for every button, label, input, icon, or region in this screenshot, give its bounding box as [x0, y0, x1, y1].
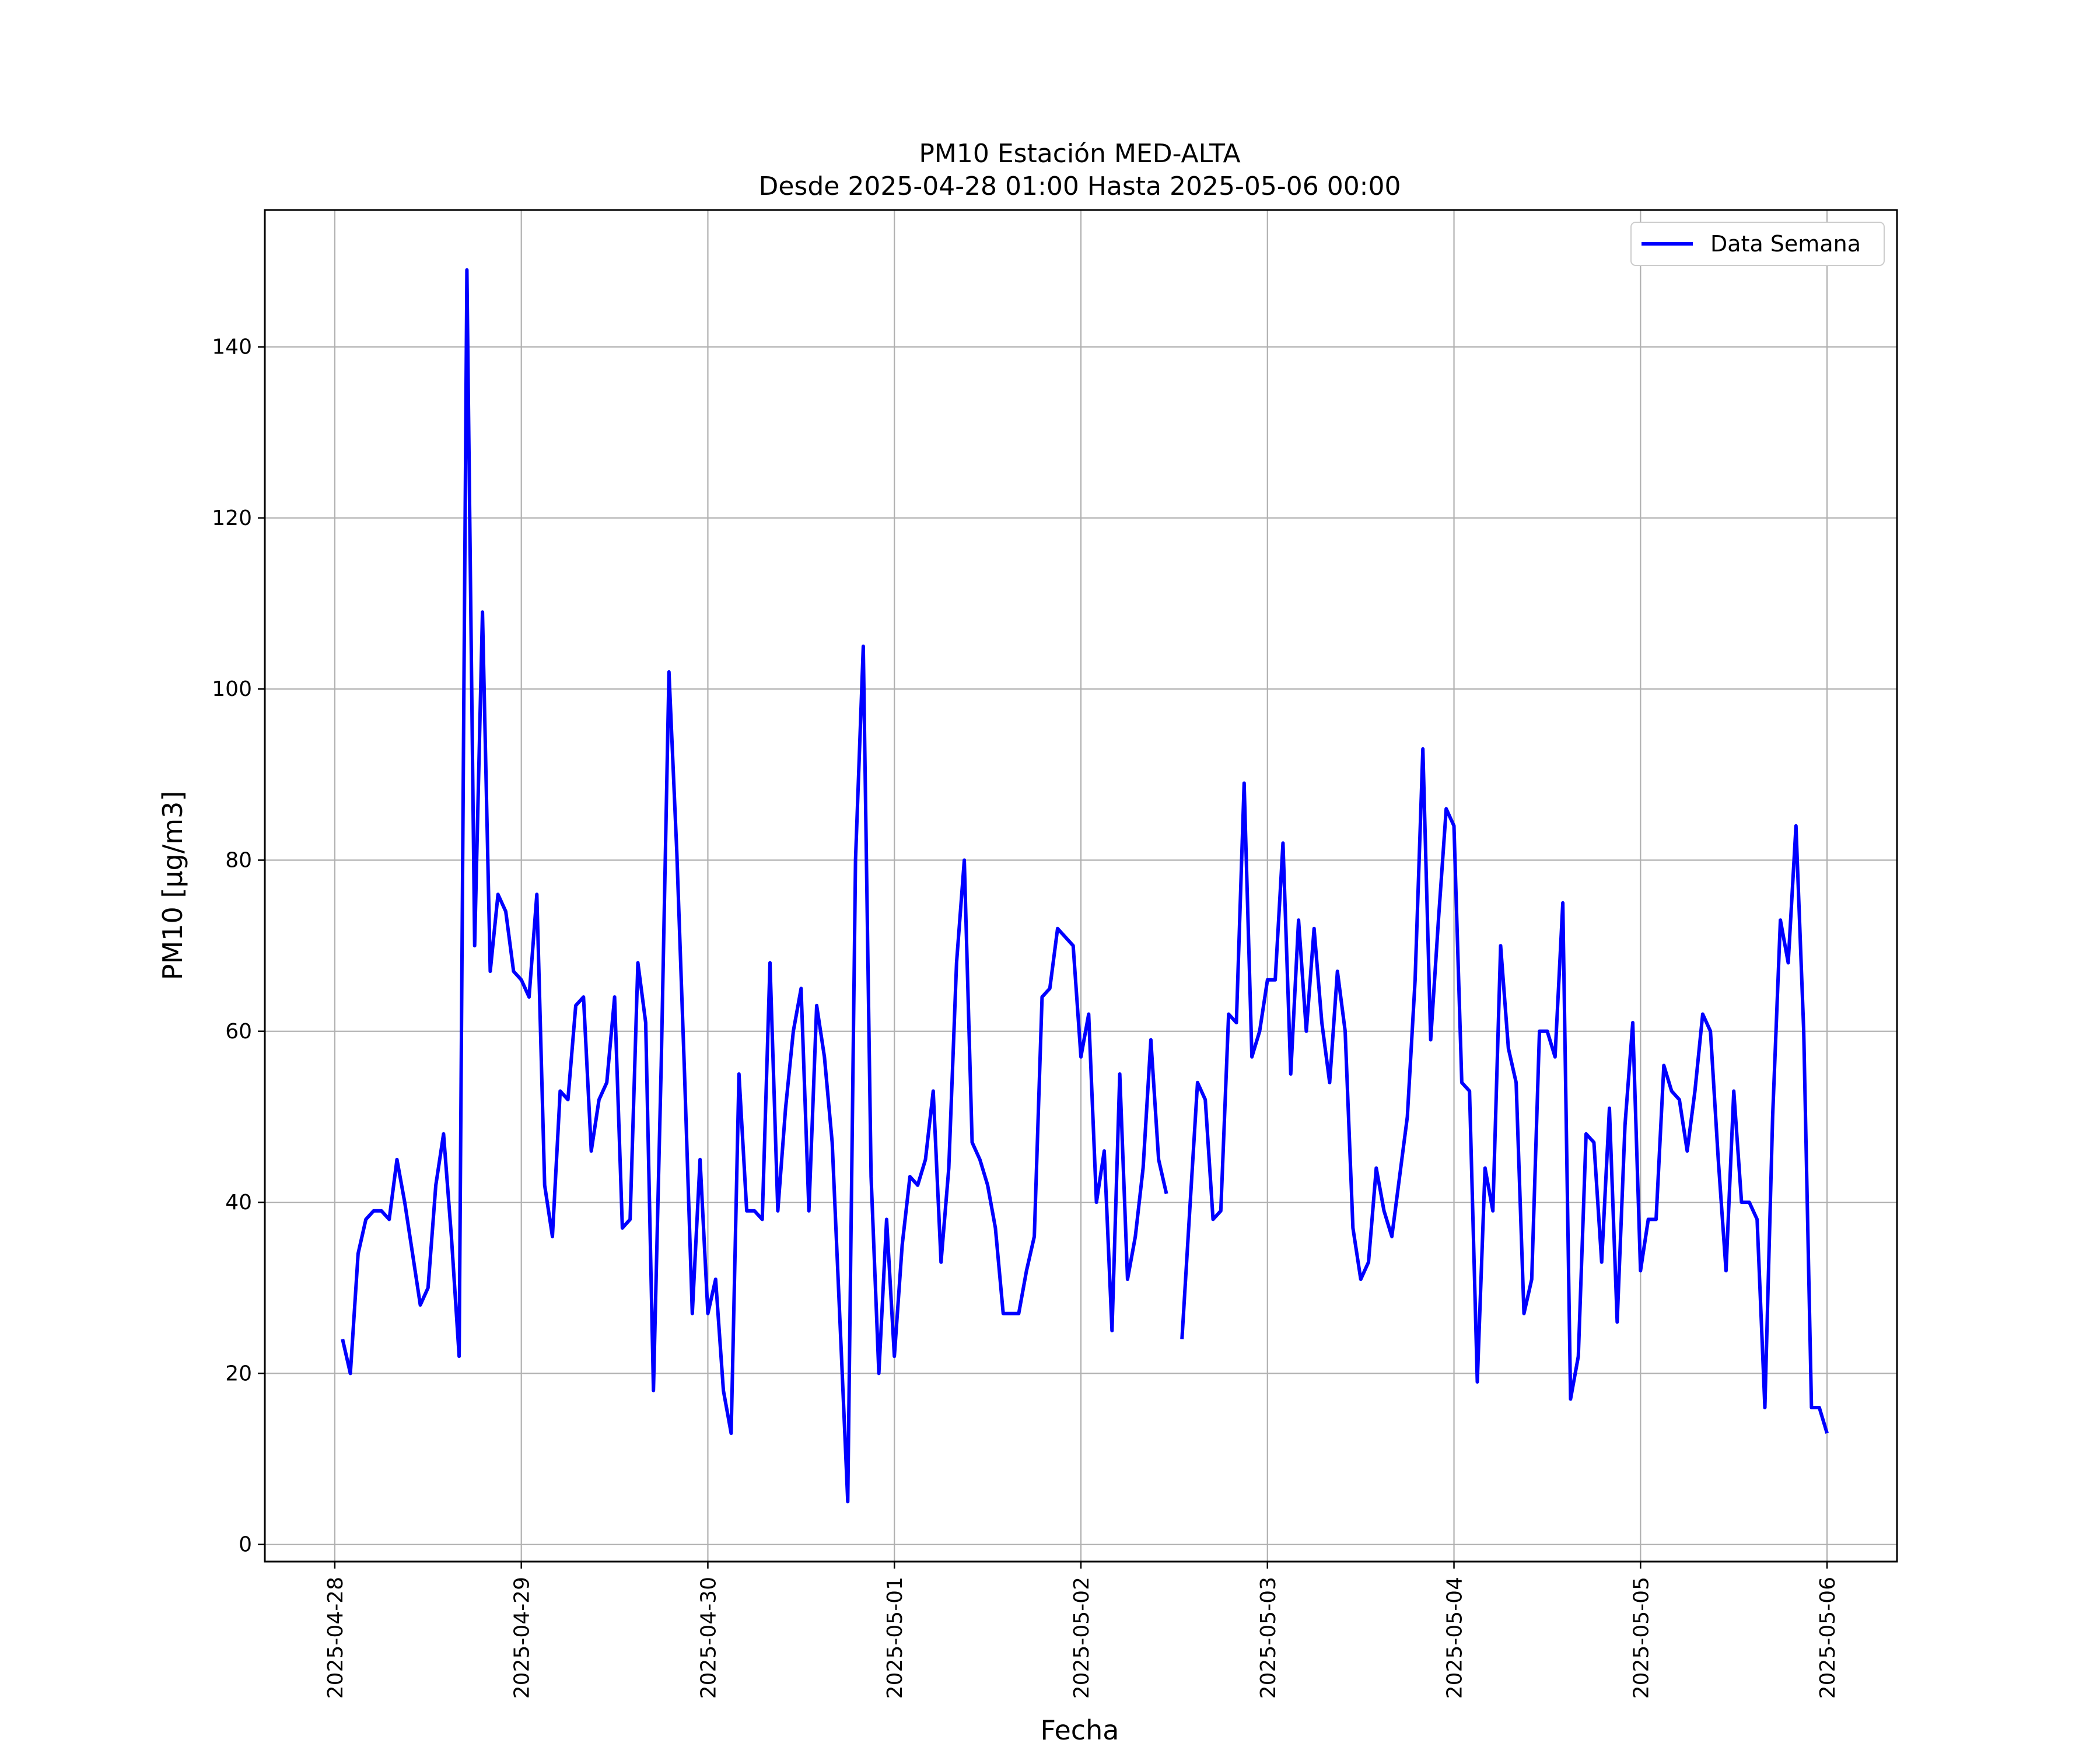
y-tick-label-3: 60 — [225, 1020, 252, 1044]
x-axis: 2025-04-28 2025-04-29 2025-04-30 2025-05-01… — [324, 1562, 1840, 1699]
x-tick-label-7: 2025-05-05 — [1629, 1577, 1653, 1699]
x-tick-label-1: 2025-04-29 — [510, 1577, 534, 1699]
x-tick-label-4: 2025-05-02 — [1070, 1577, 1094, 1699]
y-tick-label-4: 80 — [225, 849, 252, 873]
x-tick-label-3: 2025-05-01 — [883, 1577, 907, 1699]
x-tick-label-6: 2025-05-04 — [1443, 1577, 1467, 1699]
x-axis-label: Fecha — [1041, 1714, 1119, 1746]
y-axis-label: PM10 [μg/m3] — [157, 791, 188, 981]
x-tick-label-2: 2025-04-30 — [696, 1577, 720, 1699]
y-tick-label-1: 20 — [225, 1362, 252, 1385]
y-axis: 0 20 40 60 80 100 120 140 — [212, 335, 265, 1557]
chart-subtitle: Desde 2025-04-28 01:00 Hasta 2025-05-06 … — [758, 172, 1401, 201]
legend: Data Semana — [1630, 222, 1885, 266]
series-line-data-semana-0-1 — [1180, 747, 1829, 1434]
chart-title: PM10 Estación MED-ALTA — [919, 139, 1240, 169]
legend-box — [1630, 222, 1885, 266]
legend-label-data-semana: Data Semana — [1710, 231, 1861, 257]
y-tick-label-6: 120 — [212, 506, 252, 530]
x-tick-label-8: 2025-05-06 — [1816, 1577, 1840, 1699]
grid-lines — [265, 210, 1897, 1562]
x-tick-label-5: 2025-05-03 — [1256, 1577, 1280, 1699]
series-layer — [341, 268, 1829, 1504]
y-tick-label-2: 40 — [225, 1191, 252, 1214]
y-tick-label-7: 140 — [212, 335, 252, 359]
y-tick-label-0: 0 — [239, 1533, 252, 1557]
x-tick-label-0: 2025-04-28 — [324, 1577, 348, 1699]
series-line-data-semana-0-0 — [341, 268, 1168, 1504]
y-tick-label-5: 100 — [212, 677, 252, 701]
